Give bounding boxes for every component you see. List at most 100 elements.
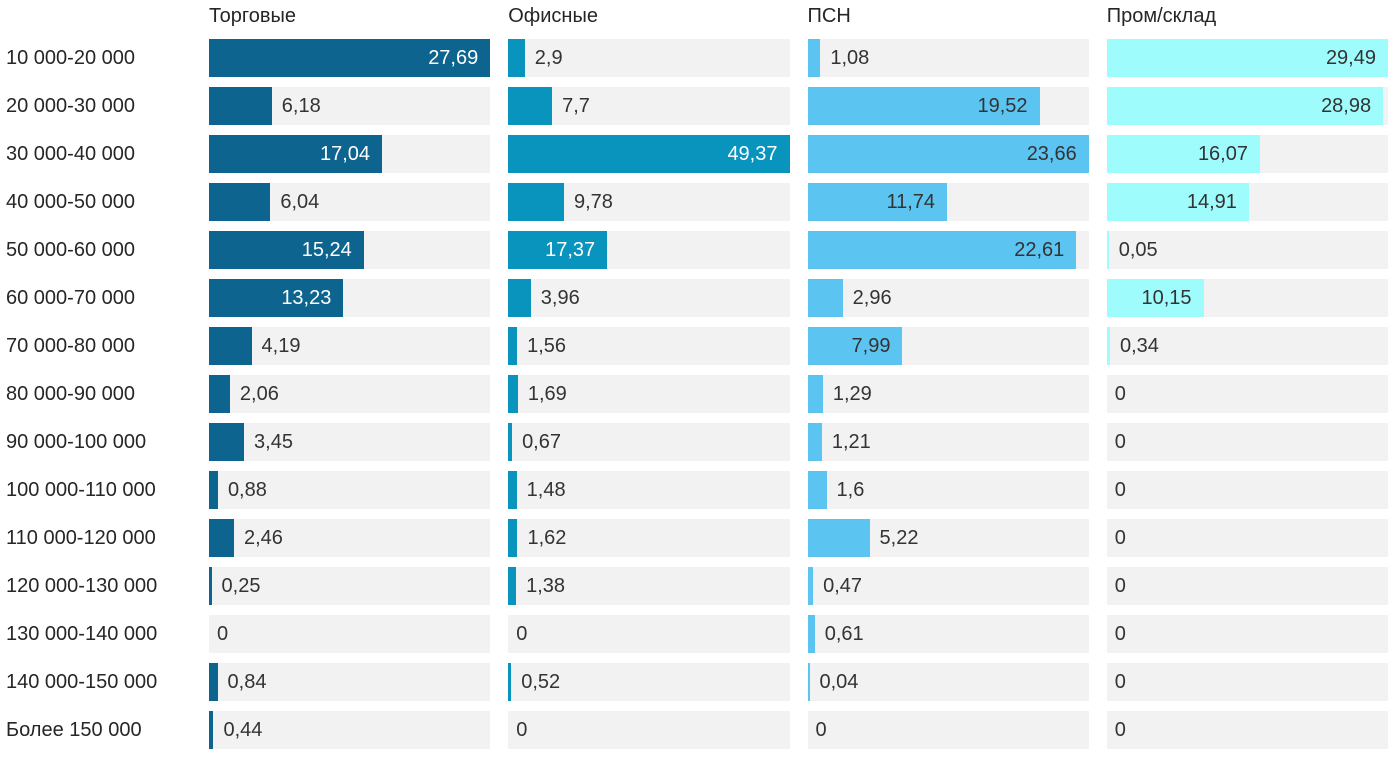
- column-header-prom-sklad: Пром/склад: [1106, 5, 1217, 27]
- bar: 17,04: [209, 135, 383, 173]
- bar-track: 0,05: [1106, 231, 1388, 269]
- bar: [209, 327, 252, 365]
- bar-value-label: 0,88: [227, 478, 267, 501]
- bar: [807, 663, 810, 701]
- bar-track: 0,88: [209, 471, 491, 509]
- bar: 13,23: [209, 279, 344, 317]
- bar-track: 0: [807, 711, 1089, 749]
- bar-track: 0,25: [209, 567, 491, 605]
- bar-value-label: 23,66: [1026, 142, 1077, 165]
- bar-track: 0,47: [807, 567, 1089, 605]
- bar-track: 0,67: [508, 423, 790, 461]
- bar-value-label: 2,46: [243, 526, 283, 549]
- bar-value-label: 0,67: [522, 430, 561, 453]
- bar: [1106, 231, 1109, 269]
- bar-value-label: 0: [1114, 622, 1126, 645]
- bar: [1106, 327, 1110, 365]
- row-label: Более 150 000: [6, 718, 142, 741]
- bar-value-label: 27,69: [428, 46, 479, 69]
- bar-track: 0: [1106, 663, 1388, 701]
- bar: 28,98: [1106, 87, 1384, 125]
- bar-value-label: 0: [1114, 478, 1126, 501]
- bar-value-label: 49,37: [727, 142, 778, 165]
- bar: 19,52: [807, 87, 1040, 125]
- bar: [807, 39, 821, 77]
- bar: [807, 423, 822, 461]
- row-label: 90 000-100 000: [6, 430, 147, 453]
- header-spacer: [6, 3, 191, 29]
- bar-track: 27,69: [209, 39, 491, 77]
- bar-value-label: 19,52: [977, 94, 1028, 117]
- row-label: 20 000-30 000: [6, 94, 136, 117]
- column-header-psn: ПСН: [807, 5, 851, 27]
- bar: [209, 567, 212, 605]
- row-label: 100 000-110 000: [6, 478, 156, 501]
- bar-track: 16,07: [1106, 135, 1388, 173]
- bar: [209, 423, 245, 461]
- bar-value-label: 0,25: [221, 574, 261, 597]
- bar-track: 13,23: [209, 279, 491, 317]
- bar-track: 1,62: [508, 519, 790, 557]
- bar-value-label: 14,91: [1186, 190, 1237, 213]
- bar: 16,07: [1106, 135, 1260, 173]
- bar: 49,37: [508, 135, 790, 173]
- bar-value-label: 1,69: [527, 382, 567, 405]
- bar-track: 15,24: [209, 231, 491, 269]
- bar-track: 1,29: [807, 375, 1089, 413]
- bar-track: 1,38: [508, 567, 790, 605]
- column-header-torgovye: Торговые: [209, 5, 297, 27]
- bar-track: 7,99: [807, 327, 1089, 365]
- bar: [508, 327, 518, 365]
- bar-track: 0: [209, 615, 491, 653]
- bar-track: 0,61: [807, 615, 1089, 653]
- bar: 14,91: [1106, 183, 1249, 221]
- bar-value-label: 6,18: [281, 94, 321, 117]
- bar-value-label: 2,9: [534, 46, 563, 69]
- bar: 23,66: [807, 135, 1089, 173]
- bar-track: 5,22: [807, 519, 1089, 557]
- bar-track: 22,61: [807, 231, 1089, 269]
- bar-track: 7,7: [508, 87, 790, 125]
- bar: [508, 519, 518, 557]
- bar: [209, 711, 214, 749]
- bar-value-label: 0,52: [521, 670, 561, 693]
- bar-value-label: 0,04: [819, 670, 859, 693]
- column-header-ofisnye: Офисные: [508, 5, 598, 27]
- bar-value-label: 0: [1114, 430, 1126, 453]
- bar: [508, 87, 553, 125]
- bar-track: 0: [1106, 567, 1388, 605]
- bar-value-label: 0,84: [227, 670, 267, 693]
- bar: 10,15: [1106, 279, 1204, 317]
- bar-track: 0: [1106, 615, 1388, 653]
- bar-track: 0: [1106, 519, 1388, 557]
- bar: [209, 375, 230, 413]
- bar-value-label: 1,38: [526, 574, 566, 597]
- bar-value-label: 0: [1114, 670, 1126, 693]
- bar-track: 3,45: [209, 423, 491, 461]
- bar-track: 11,74: [807, 183, 1089, 221]
- bar-track: 3,96: [508, 279, 790, 317]
- bar: [807, 567, 814, 605]
- bar: [508, 567, 517, 605]
- bar: [508, 423, 513, 461]
- bar: [209, 519, 234, 557]
- bar-value-label: 0: [516, 622, 528, 645]
- bar-track: 29,49: [1106, 39, 1388, 77]
- bar-track: 0: [1106, 471, 1388, 509]
- bar-track: 0: [1106, 375, 1388, 413]
- bar: [807, 519, 870, 557]
- bar-track: 0: [1106, 423, 1388, 461]
- bar-value-label: 1,29: [832, 382, 872, 405]
- bar-track: 0: [508, 711, 790, 749]
- row-label: 10 000-20 000: [6, 46, 136, 69]
- bar-value-label: 15,24: [301, 238, 352, 261]
- row-label: 70 000-80 000: [6, 334, 136, 357]
- bar-track: 1,6: [807, 471, 1089, 509]
- bar: [508, 39, 525, 77]
- bar: 11,74: [807, 183, 948, 221]
- bar-track: 14,91: [1106, 183, 1388, 221]
- bar-value-label: 0: [1114, 382, 1126, 405]
- row-label: 130 000-140 000: [6, 622, 158, 645]
- bar: [807, 375, 823, 413]
- bar: 27,69: [209, 39, 491, 77]
